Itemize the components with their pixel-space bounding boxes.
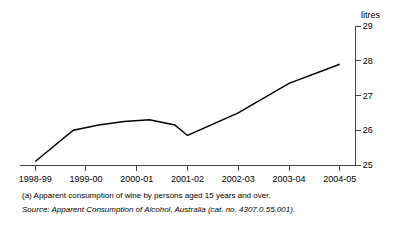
svg-text:2001-02: 2001-02 xyxy=(171,174,204,184)
svg-text:29: 29 xyxy=(363,21,373,31)
svg-text:1998-99: 1998-99 xyxy=(19,174,52,184)
svg-text:Source: Apparent Consumption o: Source: Apparent Consumption of Alcohol,… xyxy=(22,205,295,214)
svg-text:26: 26 xyxy=(363,125,373,135)
svg-text:2000-01: 2000-01 xyxy=(120,174,153,184)
svg-text:2002-03: 2002-03 xyxy=(222,174,255,184)
svg-text:2003-04: 2003-04 xyxy=(273,174,306,184)
svg-text:(a) Apparent consumption of wi: (a) Apparent consumption of wine by pers… xyxy=(22,191,271,200)
svg-text:2004-05: 2004-05 xyxy=(323,174,356,184)
svg-text:1999-00: 1999-00 xyxy=(69,174,102,184)
svg-text:28: 28 xyxy=(363,56,373,66)
svg-text:litres: litres xyxy=(361,10,381,20)
svg-text:25: 25 xyxy=(363,160,373,170)
svg-text:27: 27 xyxy=(363,91,373,101)
